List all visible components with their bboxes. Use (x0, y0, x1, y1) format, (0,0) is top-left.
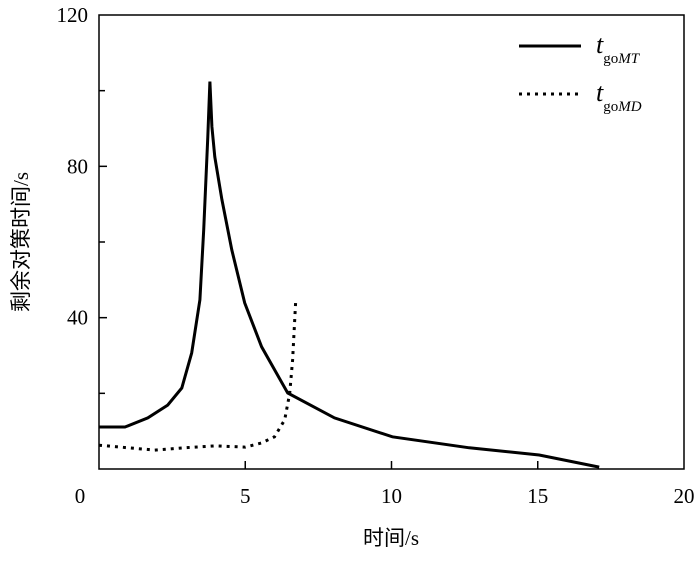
y-axis-label: 剩余对策时间/s (9, 172, 33, 312)
y-tick-label: 80 (67, 154, 88, 178)
x-tick-label: 10 (381, 484, 402, 508)
x-tick-label: 20 (674, 484, 695, 508)
y-tick-label: 40 (67, 306, 88, 330)
y-tick-label: 120 (57, 3, 89, 27)
x-tick-label: 15 (527, 484, 548, 508)
x-tick-label: 5 (240, 484, 251, 508)
x-tick-label: 0 (75, 484, 86, 508)
legend-label: tgoMT (596, 30, 641, 67)
series-line-t_goMT (99, 81, 600, 469)
legend-label: tgoMD (596, 78, 642, 115)
x-axis-label: 时间/s (363, 526, 419, 550)
